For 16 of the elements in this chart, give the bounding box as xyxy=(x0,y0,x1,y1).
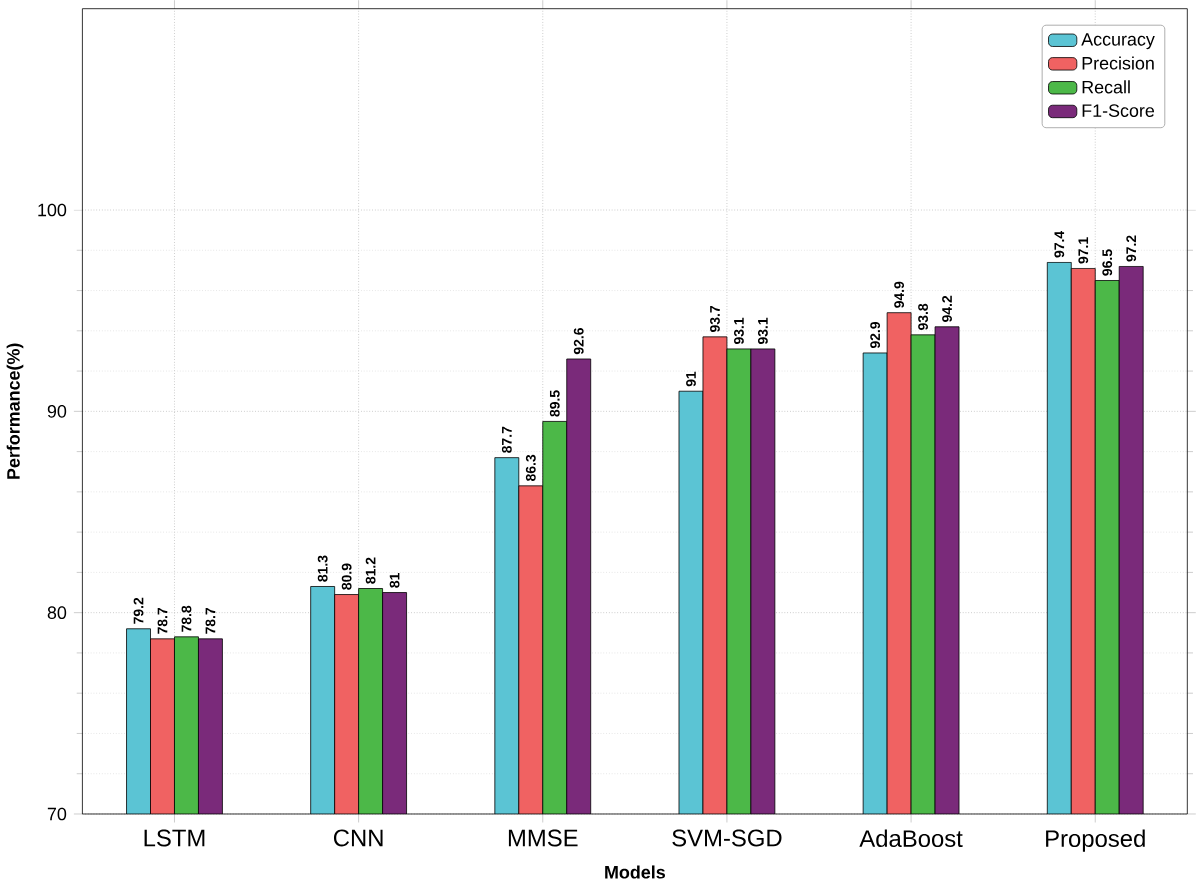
x-tick-label: CNN xyxy=(333,829,383,847)
y-tick-label: 80 xyxy=(47,606,67,620)
y-tick-label: 100 xyxy=(38,204,67,217)
legend-label: Accuracy xyxy=(1081,33,1155,50)
x-tick-label: MMSE xyxy=(508,829,578,847)
legend-label: Precision xyxy=(1082,56,1154,70)
x-tick-label: Proposed xyxy=(1046,829,1145,853)
y-axis-title: Performance(%) xyxy=(6,343,24,480)
y-tick-label: 90 xyxy=(47,405,67,419)
legend-label: Recall xyxy=(1082,80,1130,94)
x-tick-label: AdaBoost xyxy=(859,829,963,848)
legend-label: F1-Score xyxy=(1082,104,1155,118)
x-tick-label: SVM-SGD xyxy=(672,829,782,847)
x-axis-title: Models xyxy=(605,865,665,879)
x-tick-label: LSTM xyxy=(144,829,205,847)
y-tick-label: 70 xyxy=(47,808,67,821)
